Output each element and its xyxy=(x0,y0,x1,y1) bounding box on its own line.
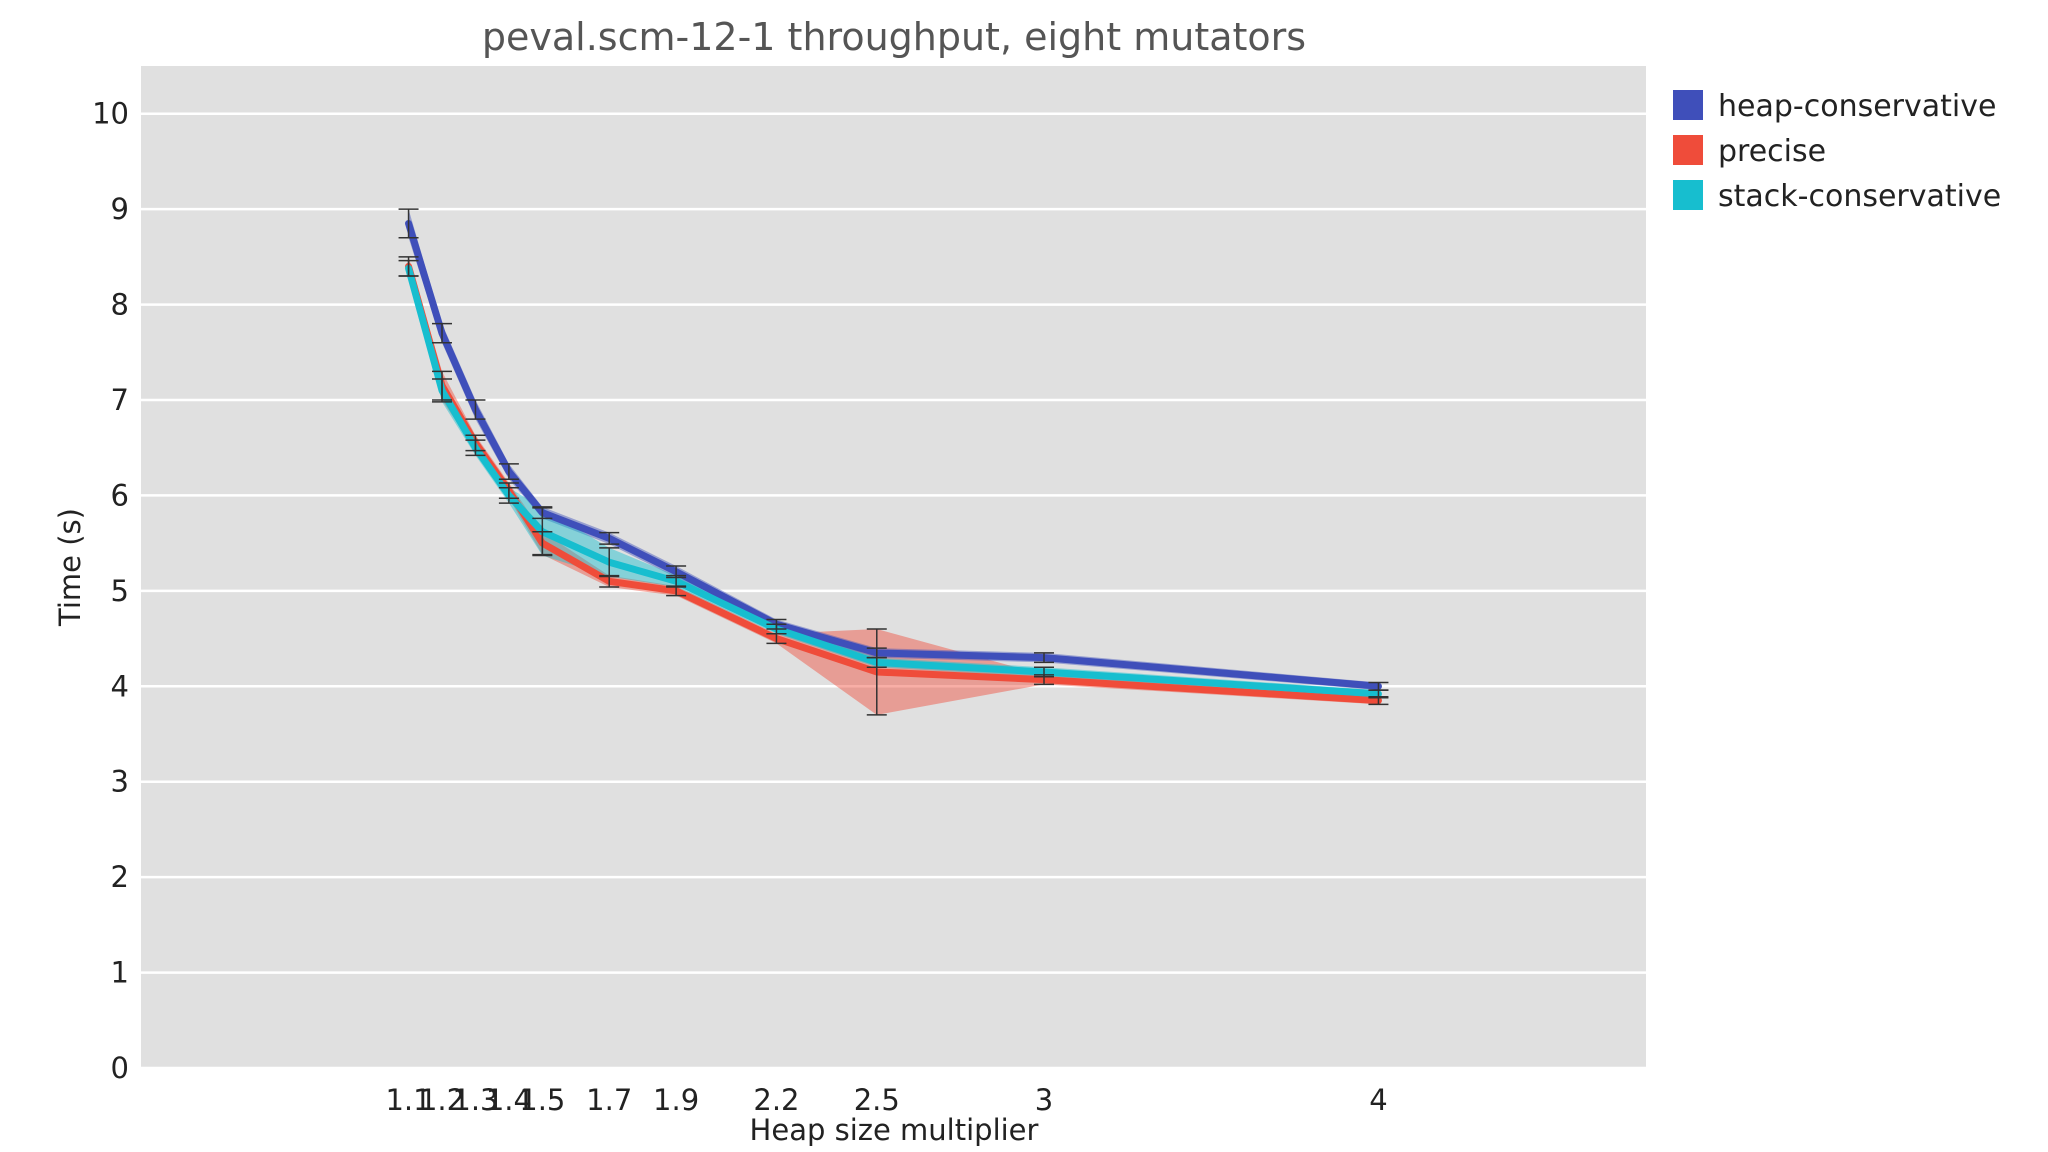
error-bar-stack-conservative xyxy=(465,439,486,457)
y-tick-label: 8 xyxy=(111,288,129,322)
error-bar-stack-conservative xyxy=(866,656,887,668)
error-bar-stack-conservative xyxy=(1368,689,1389,699)
y-tick-label: 4 xyxy=(111,669,129,703)
error-bar-stack-conservative xyxy=(398,259,419,277)
error-bar-heap-conservative xyxy=(498,463,519,480)
x-tick-labels: 1.11.21.31.41.5 1.7 1.9 2.2 2.5 3 4 xyxy=(385,1083,1387,1117)
x-tick-label: 1.2 xyxy=(419,1083,465,1117)
error-bar-precise xyxy=(866,628,887,716)
error-bar-stack-conservative xyxy=(599,547,620,578)
legend: heap-conservative precise stack-conservati… xyxy=(1673,89,2001,214)
grid-layer xyxy=(141,112,1646,1070)
legend-label-precise: precise xyxy=(1718,134,1826,169)
error-bar-stack-conservative xyxy=(432,378,452,403)
x-tick-label: 4 xyxy=(1369,1083,1387,1117)
legend-swatch-stack-conservative xyxy=(1673,180,1703,210)
error-bar-heap-conservative xyxy=(432,322,452,344)
legend-label-heap-conservative: heap-conservative xyxy=(1718,89,1996,124)
x-tick-label: 1.1 xyxy=(385,1083,431,1117)
x-tick-label: 1.7 xyxy=(586,1083,632,1117)
error-bar-layer xyxy=(398,208,1389,716)
y-tick-label: 5 xyxy=(111,574,129,608)
legend-swatch-heap-conservative xyxy=(1673,90,1703,120)
plot-background xyxy=(141,66,1646,1068)
y-tick-label: 0 xyxy=(111,1051,129,1085)
y-tick-label: 3 xyxy=(111,765,129,799)
x-tick-label: 1.5 xyxy=(519,1083,565,1117)
y-tick-label: 1 xyxy=(111,956,129,990)
error-bar-heap-conservative xyxy=(398,208,419,239)
error-bar-stack-conservative xyxy=(498,487,519,504)
error-bar-heap-conservative xyxy=(599,531,620,545)
y-tick-label: 2 xyxy=(111,860,129,894)
legend-swatch-precise xyxy=(1673,135,1703,165)
x-axis-label: Heap size multiplier xyxy=(750,1113,1039,1147)
error-bar-heap-conservative xyxy=(1034,652,1054,664)
x-tick-label: 1.4 xyxy=(486,1083,532,1117)
x-tick-label: 1.3 xyxy=(452,1083,498,1117)
x-tick-label: 2.5 xyxy=(854,1083,900,1117)
error-bar-stack-conservative xyxy=(666,574,687,588)
legend-label-stack-conservative: stack-conservative xyxy=(1718,179,2001,214)
x-tick-label: 3 xyxy=(1035,1083,1053,1117)
error-bar-stack-conservative xyxy=(1034,666,1054,678)
x-tick-label: 2.2 xyxy=(753,1083,799,1117)
error-bar-heap-conservative xyxy=(465,399,486,420)
y-tick-label: 6 xyxy=(111,478,129,512)
y-axis-label: Time (s) xyxy=(53,508,87,627)
error-bar-stack-conservative xyxy=(766,623,787,635)
y-tick-label: 7 xyxy=(111,383,129,417)
chart-title: peval.scm-12-1 throughput, eight mutator… xyxy=(482,15,1306,59)
error-bar-stack-conservative xyxy=(532,507,553,557)
y-tick-label: 10 xyxy=(92,97,129,131)
x-tick-label: 1.9 xyxy=(653,1083,699,1117)
y-tick-label: 9 xyxy=(111,192,129,226)
y-tick-labels: 0 1 2 3 4 5 6 7 8 9 10 xyxy=(92,97,129,1085)
